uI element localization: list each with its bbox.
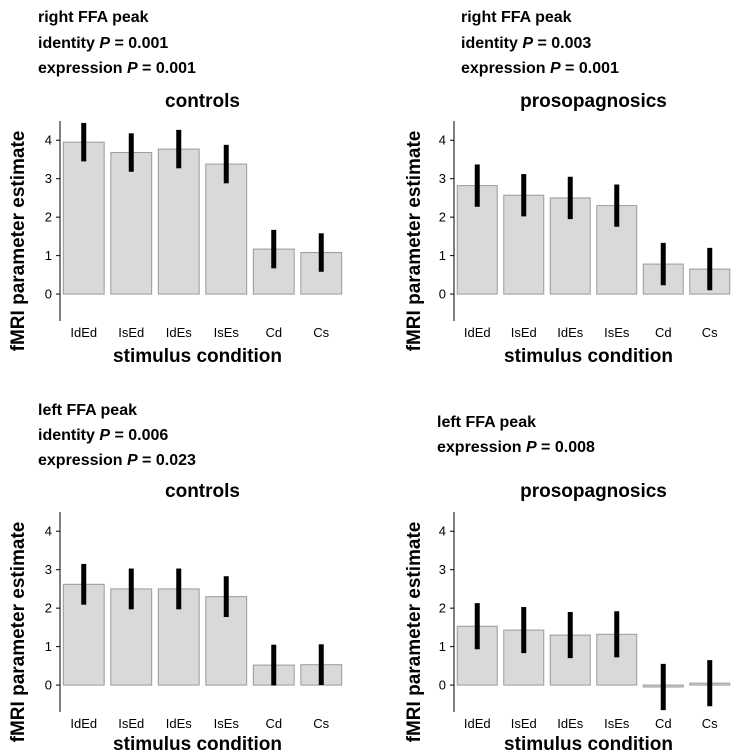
bar — [205, 163, 248, 295]
y-tick-label: 2 — [45, 601, 52, 616]
stat-region: right FFA peak — [461, 9, 572, 26]
x-tick-label: Cs — [313, 325, 329, 340]
stat-identity: identity P = 0.001 — [38, 35, 169, 52]
y-tick-label: 2 — [439, 210, 446, 225]
bar-chart: prosopagnosics fMRI parameter estimate sti… — [404, 481, 731, 754]
stat-expression: expression P = 0.008 — [437, 439, 595, 456]
x-tick-label: Cd — [265, 325, 282, 340]
x-axis-label: stimulus condition — [113, 346, 282, 367]
stat-region: left FFA peak — [437, 414, 536, 431]
stat-region: left FFA peak — [38, 402, 137, 419]
stat-expression: expression P = 0.023 — [38, 452, 196, 469]
x-tick-label: IdEd — [464, 716, 491, 731]
x-axis-label: stimulus condition — [504, 734, 673, 754]
y-tick-label: 4 — [439, 524, 446, 539]
panel-right-ffa-prosopagnosics: right FFA peak identity P = 0.003 expres… — [366, 0, 733, 377]
y-tick-label: 3 — [45, 171, 52, 186]
y-tick-label: 4 — [45, 133, 52, 148]
bar-chart: controls fMRI parameter estimate stimulus … — [8, 91, 343, 367]
chart-title: prosopagnosics — [520, 91, 667, 112]
bar — [110, 152, 153, 295]
x-tick-label: IdEd — [70, 325, 97, 340]
y-axis-label: fMRI parameter estimate — [404, 522, 425, 743]
chart-title: controls — [165, 91, 240, 112]
y-tick-label: 1 — [439, 639, 446, 654]
y-tick-label: 4 — [45, 524, 52, 539]
x-tick-label: IdEs — [166, 716, 193, 731]
x-tick-label: IsEs — [214, 325, 240, 340]
x-tick-label: IsEd — [118, 325, 144, 340]
y-tick-label: 3 — [45, 562, 52, 577]
stat-identity: identity P = 0.003 — [461, 35, 592, 52]
panel-left-ffa-controls: left FFA peak identity P = 0.006 express… — [0, 377, 366, 754]
chart-title: controls — [165, 481, 240, 502]
y-tick-label: 0 — [439, 287, 446, 302]
stat-region: right FFA peak — [38, 9, 149, 26]
y-axis-label: fMRI parameter estimate — [8, 131, 29, 352]
x-axis-label: stimulus condition — [113, 734, 282, 754]
x-tick-label: IsEd — [511, 325, 537, 340]
stat-expression: expression P = 0.001 — [461, 60, 619, 77]
stat-identity: identity P = 0.006 — [38, 427, 169, 444]
x-tick-label: IdEs — [166, 325, 193, 340]
x-axis-label: stimulus condition — [504, 346, 673, 367]
x-tick-label: IsEd — [118, 716, 144, 731]
bar — [62, 141, 105, 295]
y-tick-label: 1 — [45, 639, 52, 654]
x-tick-label: IdEd — [70, 716, 97, 731]
y-tick-label: 0 — [45, 287, 52, 302]
x-tick-label: IdEs — [557, 325, 584, 340]
x-tick-label: IdEs — [557, 716, 584, 731]
x-tick-label: Cd — [655, 716, 672, 731]
x-tick-label: IsEs — [604, 716, 630, 731]
x-tick-label: IdEd — [464, 325, 491, 340]
y-tick-label: 0 — [439, 678, 446, 693]
bar-chart: controls fMRI parameter estimate stimulus … — [8, 481, 343, 754]
y-axis-label: fMRI parameter estimate — [8, 522, 29, 743]
x-tick-label: Cd — [655, 325, 672, 340]
y-tick-label: 0 — [45, 678, 52, 693]
x-tick-label: IsEs — [604, 325, 630, 340]
stat-expression: expression P = 0.001 — [38, 60, 196, 77]
bar — [157, 148, 200, 295]
y-tick-label: 2 — [45, 210, 52, 225]
bar — [252, 248, 295, 295]
y-axis-label: fMRI parameter estimate — [404, 131, 425, 352]
x-tick-label: IsEd — [511, 716, 537, 731]
chart-title: prosopagnosics — [520, 481, 667, 502]
panel-left-ffa-prosopagnosics: left FFA peak expression P = 0.008 proso… — [366, 377, 733, 754]
y-tick-label: 1 — [439, 248, 446, 263]
x-tick-label: Cs — [702, 325, 718, 340]
x-tick-label: Cs — [313, 716, 329, 731]
x-tick-label: Cd — [265, 716, 282, 731]
y-tick-label: 4 — [439, 133, 446, 148]
y-tick-label: 1 — [45, 248, 52, 263]
x-tick-label: IsEs — [214, 716, 240, 731]
bar-chart: prosopagnosics fMRI parameter estimate sti… — [404, 91, 731, 367]
y-tick-label: 2 — [439, 601, 446, 616]
y-tick-label: 3 — [439, 171, 446, 186]
panel-right-ffa-controls: right FFA peak identity P = 0.001 expres… — [0, 0, 366, 377]
x-tick-label: Cs — [702, 716, 718, 731]
y-tick-label: 3 — [439, 562, 446, 577]
